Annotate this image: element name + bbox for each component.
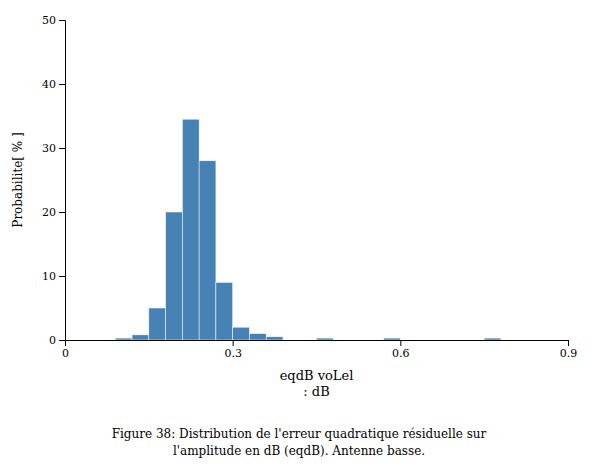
histogram-bar (451, 340, 468, 341)
histogram-bar (115, 338, 132, 340)
tick-label: 0.6 (392, 347, 410, 360)
tick-mark (233, 340, 234, 346)
histogram-bar (300, 340, 317, 341)
y-axis: 0 10 20 30 40 50 (42, 14, 66, 347)
histogram-bar (182, 119, 199, 340)
histogram-bar (534, 340, 551, 341)
tick-label: 0 (49, 334, 56, 347)
bars (115, 119, 501, 340)
histogram-bar (501, 340, 518, 341)
tick: 0.6 (392, 340, 410, 360)
plot: 0 0.3 0.6 0.9 0 10 20 30 40 50 (42, 14, 577, 360)
histogram-bar (82, 340, 99, 341)
tick: 40 (42, 78, 65, 91)
axis-line (59, 21, 66, 341)
y-axis-title: Probabilite[ % ] (11, 132, 25, 227)
tick: 20 (42, 206, 65, 219)
tick: 30 (42, 142, 65, 155)
tick-label: 30 (42, 142, 56, 155)
tick: 0.9 (560, 340, 578, 360)
histogram-bar (317, 338, 334, 340)
histogram-bar (384, 338, 401, 340)
tick-label: 0.3 (224, 347, 242, 360)
tick-label: 50 (42, 14, 56, 27)
histogram-bar (518, 340, 535, 341)
histogram-bar (216, 282, 233, 340)
tick-mark (568, 340, 569, 346)
histogram-bar (65, 340, 82, 341)
histogram-bar (99, 340, 116, 341)
histogram-bar (249, 334, 266, 340)
histogram-bar (333, 340, 350, 341)
histogram-bar (551, 340, 568, 341)
x-axis: 0 0.3 0.6 0.9 (62, 340, 577, 360)
tick-label: 10 (42, 270, 56, 283)
histogram-bar (149, 308, 166, 340)
histogram-bar (367, 340, 384, 341)
tick-mark (59, 276, 65, 277)
histogram-bar (166, 212, 183, 340)
axis-line (66, 341, 569, 347)
histogram-bar (266, 337, 283, 340)
tick: 0 (62, 340, 69, 360)
histogram-bar (434, 340, 451, 341)
histogram-bar (484, 338, 501, 340)
tick-label: 0.9 (560, 347, 578, 360)
histogram-bar (132, 335, 149, 340)
histogram-bar (417, 340, 434, 341)
tick: 0.3 (224, 340, 242, 360)
tick-label: 40 (42, 78, 56, 91)
tick-label: 0 (62, 347, 69, 360)
histogram-bar (467, 340, 484, 341)
tick-mark (400, 340, 401, 346)
histogram-bar (233, 327, 250, 340)
tick-mark (59, 212, 65, 213)
tick: 50 (42, 14, 65, 27)
tick: 10 (42, 270, 65, 283)
tick-label: 20 (42, 206, 56, 219)
caption: Figure 38: Distribution de l'erreur quad… (112, 427, 487, 458)
histogram-bar (400, 340, 417, 341)
tick: 0 (49, 334, 65, 347)
chart: 0 0.3 0.6 0.9 0 10 20 30 40 50 eqdB voLel: dB Proba… (0, 0, 598, 470)
histogram-bar (283, 340, 300, 341)
tick-mark (59, 84, 65, 85)
tick-mark (59, 340, 65, 341)
tick-mark (59, 20, 65, 21)
histogram-bar (350, 340, 367, 341)
histogram-bar (199, 161, 216, 340)
tick-mark (59, 148, 65, 149)
x-axis-title: eqdB voLel: dB (280, 368, 354, 399)
